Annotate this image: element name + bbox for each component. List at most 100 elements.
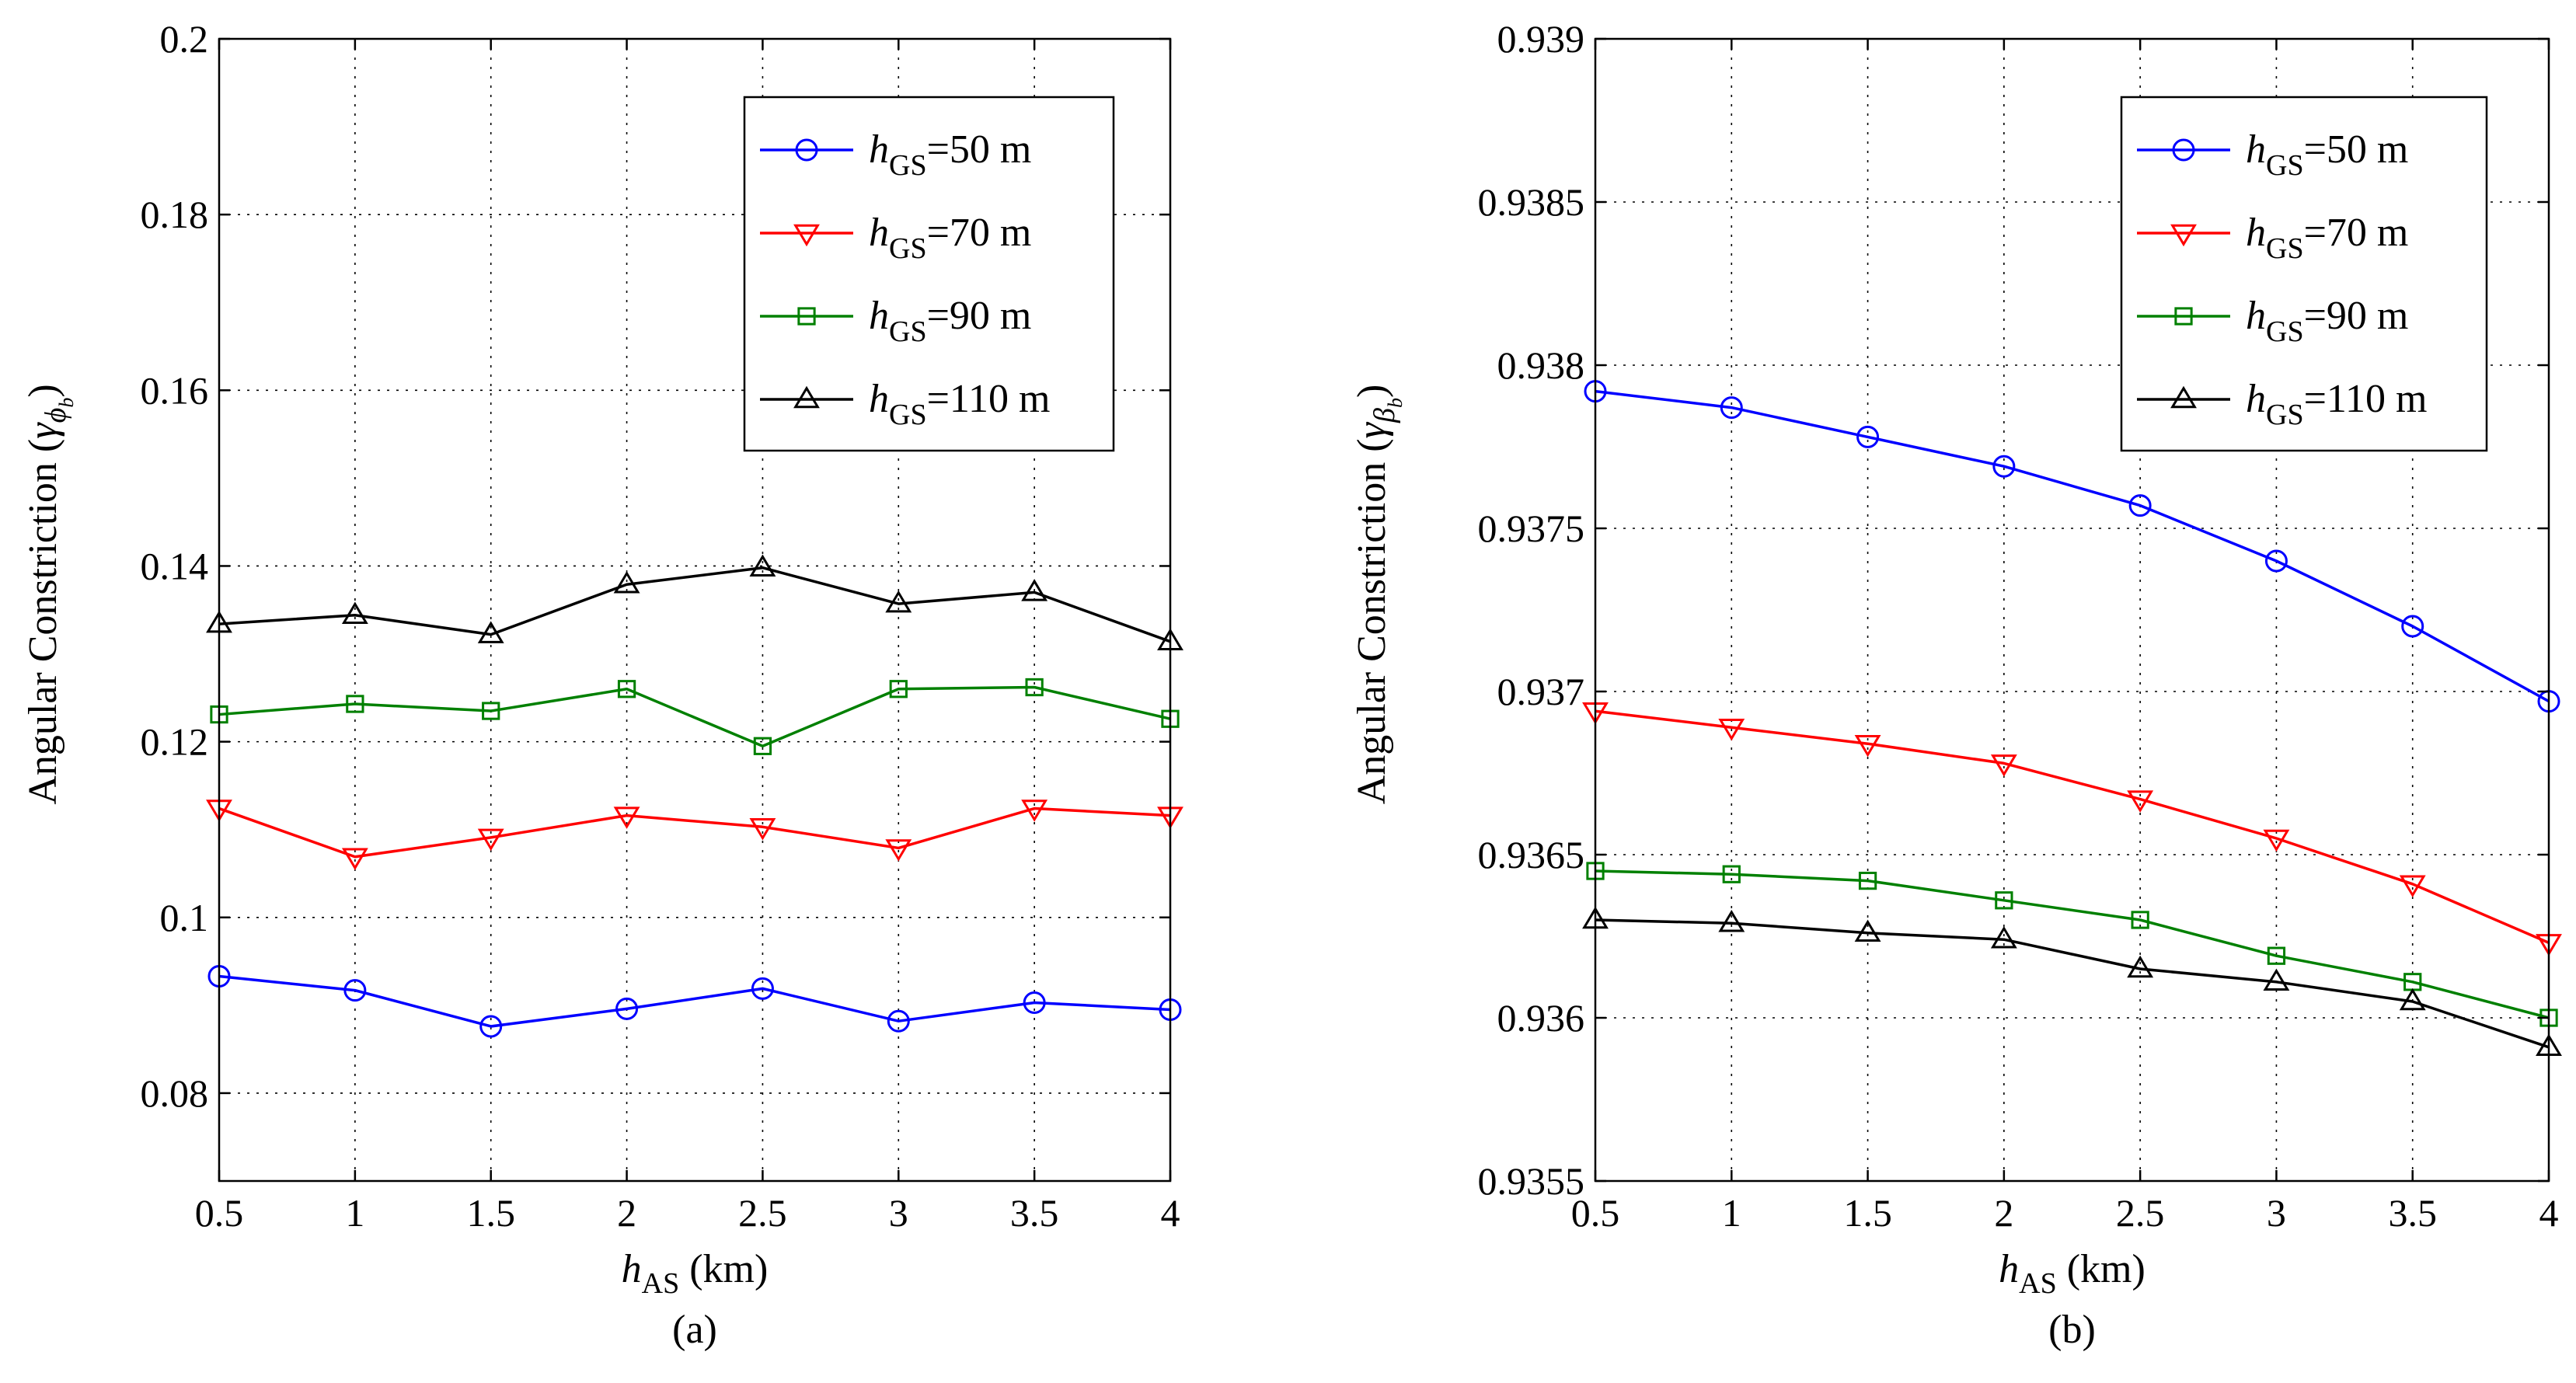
panel-a: 0.08 0.1 0.12 0.14 0.16 0.18 0.2 0.5 1 1.5 2 2.5 3 3…: [21, 17, 1183, 1352]
legend-item: hGS=50 m: [760, 127, 1031, 182]
data-point: [2267, 946, 2286, 965]
y-tick-label: 0.16: [141, 368, 209, 412]
y-tick-label: 0.938: [1497, 343, 1585, 387]
data-point: [613, 570, 640, 594]
x-tick-label: 1: [1722, 1191, 1741, 1235]
series-square-a: [210, 678, 1180, 755]
legend-label: hGS=110 m: [2246, 377, 2427, 431]
y-tick-label: 0.2: [160, 17, 209, 61]
legend-item: hGS=110 m: [760, 377, 1050, 431]
legend-marker: [2174, 307, 2193, 326]
legend-item: hGS=90 m: [2137, 294, 2408, 348]
series-line: [1595, 389, 2550, 703]
data-point: [751, 977, 774, 1000]
series-line: [1595, 709, 2550, 945]
x-tick-label: 2.5: [738, 1191, 787, 1235]
x-tick-label: 1: [345, 1191, 364, 1235]
data-point: [346, 695, 364, 713]
plot-frame-a: [218, 37, 1172, 1183]
y-tick-label: 0.12: [141, 720, 209, 764]
legend-marker: [793, 224, 820, 247]
y-axis-label-text-a: Angular Constriction (: [21, 439, 65, 805]
data-point: [615, 997, 639, 1020]
series-line: [1595, 869, 2550, 1019]
ytick-labels-b: 0.9355 0.936 0.9365 0.937 0.9375 0.938 0.9385 0…: [1478, 17, 1585, 1203]
data-point: [1025, 678, 1044, 697]
x-tick-label: 3: [2267, 1191, 2286, 1235]
legend-item: hGS=110 m: [2137, 377, 2427, 431]
legend-label: hGS=90 m: [2246, 294, 2408, 348]
legend-label: hGS=70 m: [2246, 211, 2408, 265]
data-point: [477, 621, 504, 643]
data-point: [343, 979, 367, 1002]
x-tick-label: 0.5: [195, 1191, 244, 1235]
x-axis-label-main-a: h: [622, 1247, 642, 1291]
series-triangle-down-a: [206, 799, 1183, 870]
series-triangle-down-b: [1582, 702, 2562, 956]
data-point: [1021, 579, 1048, 601]
legend-box: [743, 96, 1115, 452]
data-point: [479, 1015, 503, 1038]
legend-label: hGS=50 m: [2246, 127, 2408, 182]
legend-label: hGS=90 m: [869, 294, 1031, 348]
series-line: [1595, 918, 2550, 1049]
data-point: [1722, 865, 1741, 883]
legend-item: hGS=70 m: [760, 211, 1031, 265]
data-point: [1990, 754, 2017, 777]
y-axis-label-close-a: ): [21, 384, 65, 397]
data-point: [613, 806, 640, 829]
y-axis-label-b: Angular Constriction (γβb): [1350, 385, 1407, 805]
y-axis-label-close-b: ): [1350, 385, 1394, 398]
y-tick-label: 0.08: [141, 1071, 209, 1115]
y-axis-label-subsub-b: b: [1384, 398, 1407, 408]
legend-a: hGS=50 m hGS=70 m hGS=90 m hGS=110 m: [743, 96, 1115, 452]
legend-marker: [2170, 224, 2197, 247]
y-tick-label: 0.9375: [1478, 507, 1585, 550]
data-point: [2399, 988, 2426, 1011]
series-circle-a: [207, 965, 1182, 1038]
data-point: [2127, 790, 2154, 813]
x-axis-label-sub-a: AS: [642, 1267, 680, 1300]
series-triangle-up-b: [1582, 906, 2562, 1057]
y-tick-label: 0.937: [1497, 670, 1585, 713]
x-tick-label: 4: [2539, 1191, 2559, 1235]
data-point: [885, 839, 912, 862]
data-point: [1856, 425, 1880, 448]
panel-label-b: (b): [2048, 1308, 2096, 1352]
y-tick-label: 0.9365: [1478, 833, 1585, 876]
data-point: [2263, 829, 2290, 852]
x-tick-label: 0.5: [1571, 1191, 1620, 1235]
y-tick-label: 0.936: [1497, 996, 1585, 1040]
legend-label: hGS=50 m: [869, 127, 1031, 182]
data-point: [1854, 734, 1881, 758]
data-point: [1858, 871, 1877, 890]
x-axis-label-a: hAS (km): [622, 1247, 769, 1300]
y-axis-label-subsub-a: b: [55, 398, 78, 408]
xtick-labels-a: 0.5 1 1.5 2 2.5 3 3.5 4: [195, 1191, 1180, 1235]
data-point: [2128, 494, 2152, 517]
data-point: [617, 680, 636, 698]
x-tick-label: 1.5: [1843, 1191, 1892, 1235]
plot-frame-b: [1594, 37, 2550, 1183]
x-tick-label: 3.5: [2388, 1191, 2437, 1235]
y-tick-label: 0.14: [141, 544, 209, 587]
data-point: [887, 1009, 910, 1033]
data-point: [1718, 909, 1745, 932]
series-layer-a: [206, 554, 1183, 1038]
legend-item: hGS=90 m: [760, 294, 1031, 348]
x-tick-label: 3: [889, 1191, 908, 1235]
series-layer-b: [1582, 380, 2562, 1057]
y-tick-label: 0.939: [1497, 17, 1585, 61]
series-line: [218, 974, 1171, 1028]
panel-b: 0.9355 0.936 0.9365 0.937 0.9375 0.938 0.9385 0…: [1350, 17, 2562, 1352]
data-point: [749, 818, 776, 841]
legend-item: hGS=50 m: [2137, 127, 2408, 182]
data-point: [1990, 925, 2017, 949]
data-point: [1992, 455, 2016, 478]
data-point: [889, 680, 908, 698]
data-point: [2401, 615, 2424, 638]
x-tick-label: 3.5: [1010, 1191, 1059, 1235]
data-point: [1995, 891, 2013, 910]
panel-label-a: (a): [672, 1308, 717, 1352]
